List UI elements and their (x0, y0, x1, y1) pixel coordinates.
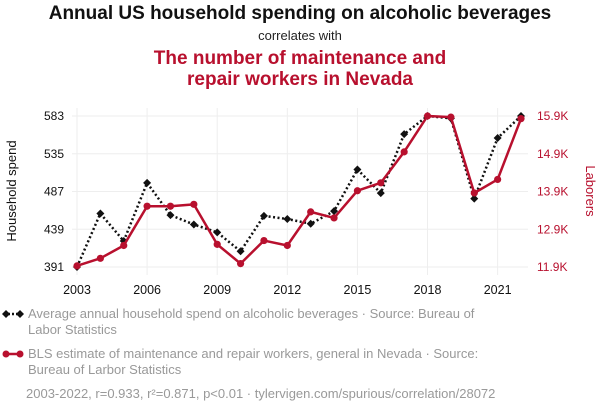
data-point (96, 254, 104, 262)
x-tick-label: 2009 (203, 283, 231, 297)
y-left-tick-label: 583 (44, 109, 64, 123)
x-tick-label: 2012 (273, 283, 301, 297)
data-point (73, 262, 81, 270)
x-tick-label: 2006 (133, 283, 161, 297)
data-point (259, 211, 268, 220)
series-line (76, 114, 523, 268)
y-left-tick-label: 439 (44, 222, 64, 236)
data-point (96, 209, 105, 218)
y-right-axis-label: Laborers (583, 165, 598, 217)
data-point (260, 236, 268, 245)
data-point (494, 175, 502, 184)
data-point (493, 134, 502, 143)
data-point (189, 220, 198, 229)
data-point (307, 208, 315, 216)
data-point (400, 130, 409, 139)
title2-line2: repair workers in Nevada (187, 69, 413, 90)
y-left-tick-label: 535 (44, 147, 64, 161)
data-point (376, 189, 385, 198)
data-point (470, 194, 479, 203)
data-point (166, 202, 175, 210)
chart-subtitle: correlates with (258, 28, 342, 43)
axes: 391 439 487 535 583 11.9K 12.9K 13.9K 14.9K 15.9K… (4, 109, 598, 297)
data-point (447, 113, 455, 121)
data-point (236, 260, 245, 268)
y-right-tick-label: 14.9K (537, 147, 568, 161)
data-point (306, 219, 315, 228)
data-point (283, 215, 292, 224)
gridlines (72, 108, 528, 275)
data-point (213, 240, 221, 248)
chart-title-secondary: The number of maintenance and repair wor… (0, 48, 600, 90)
y-left-axis-label: Household spend (4, 140, 19, 241)
data-point (143, 202, 151, 210)
legend-label-1: Average annual household spend on alcoho… (28, 306, 475, 337)
data-point (470, 189, 478, 197)
chart-title: Annual US household spending on alcoholi… (48, 3, 552, 24)
y-right-tick-label: 11.9K (537, 260, 567, 274)
data-point (143, 178, 152, 187)
legend-label-2: BLS estimate of maintenance and repair w… (28, 346, 479, 377)
data-point (400, 148, 408, 156)
data-point (166, 211, 175, 220)
data-point (190, 200, 198, 208)
data-point (377, 179, 385, 187)
legend-item-laborers: BLS estimate of maintenance and repair w… (2, 346, 562, 378)
y-left-tick-label: 391 (44, 260, 64, 274)
x-tick-label: 2015 (344, 283, 372, 297)
x-tick-label: 2021 (484, 283, 512, 297)
footer-stats: 2003-2022, r=0.933, r²=0.871, p<0.01 · t… (26, 386, 496, 401)
legend-swatch-solid-circle-icon (2, 350, 24, 358)
y-right-tick-label: 15.9K (537, 109, 568, 123)
y-right-tick-label: 13.9K (537, 185, 568, 199)
y-right-tick-label: 12.9K (537, 222, 568, 236)
x-tick-label: 2018 (414, 283, 442, 297)
series-laborers (73, 112, 525, 270)
data-point (353, 165, 362, 174)
data-point (330, 214, 338, 222)
data-point (120, 241, 128, 250)
y-left-tick-label: 487 (44, 185, 64, 199)
data-point (517, 115, 525, 123)
data-point (330, 207, 339, 216)
data-point (283, 241, 291, 250)
data-point (423, 112, 432, 120)
x-tick-label: 2003 (63, 283, 91, 297)
legend-item-household-spend: Average annual household spend on alcoho… (2, 306, 562, 338)
title2-line1: The number of maintenance and (153, 48, 447, 69)
legend-swatch-dotted-diamond-icon (2, 310, 24, 318)
data-point (213, 228, 222, 237)
data-point (236, 247, 245, 256)
data-point (353, 187, 362, 195)
